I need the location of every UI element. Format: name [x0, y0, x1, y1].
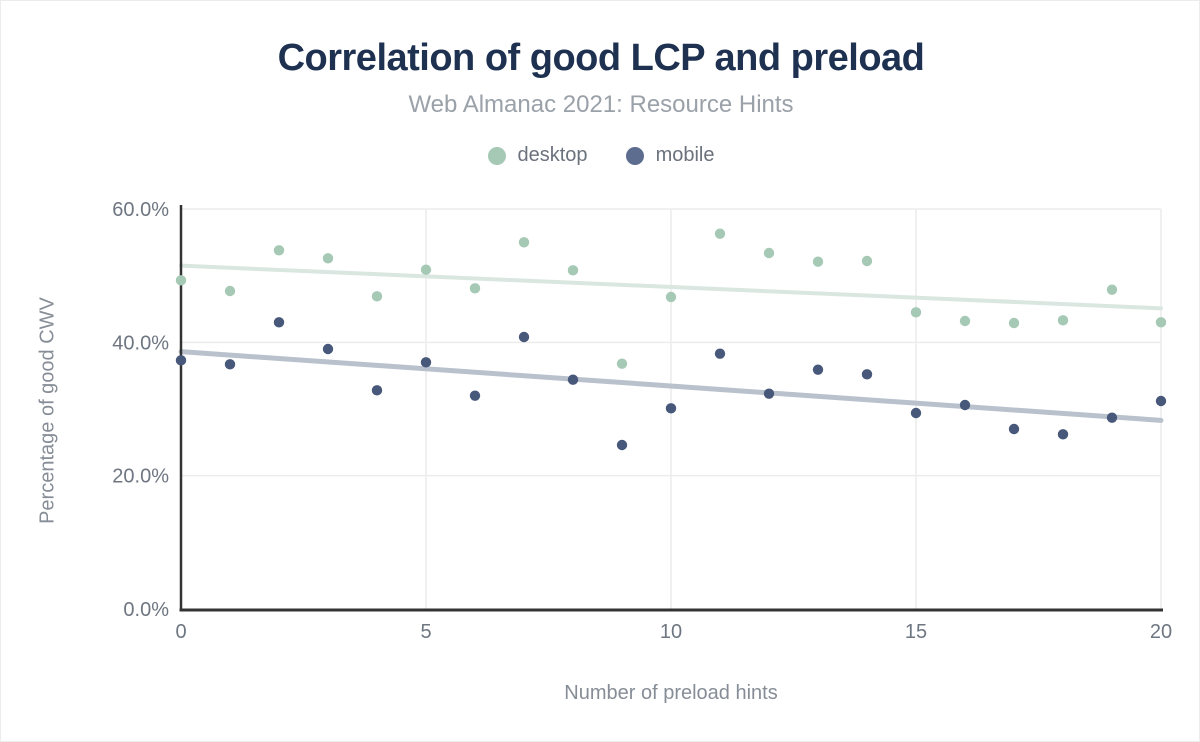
legend-label-mobile: mobile	[655, 144, 715, 166]
mobile-point[interactable]	[469, 390, 481, 401]
desktop-legend-dot-icon	[487, 146, 506, 165]
desktop-point[interactable]	[1106, 284, 1118, 295]
desktop-trend-line	[179, 263, 1163, 311]
desktop-point[interactable]	[518, 237, 530, 248]
desktop-point[interactable]	[861, 255, 873, 267]
desktop-point[interactable]	[420, 264, 432, 275]
legend-item-desktop[interactable]: desktop	[487, 144, 588, 167]
mobile-point[interactable]	[322, 343, 334, 355]
mobile-point[interactable]	[910, 407, 922, 419]
mobile-point[interactable]	[518, 331, 530, 343]
desktop-point[interactable]	[322, 253, 334, 264]
desktop-point[interactable]	[371, 291, 383, 302]
mobile-point[interactable]	[224, 359, 236, 370]
x-tick-label: 10	[660, 621, 682, 643]
mobile-point[interactable]	[616, 439, 628, 451]
legend-item-mobile[interactable]: mobile	[625, 144, 715, 167]
x-tick-label: 20	[1150, 621, 1172, 643]
mobile-point[interactable]	[959, 399, 971, 411]
desktop-point[interactable]	[714, 228, 726, 239]
mobile-point[interactable]	[1008, 423, 1020, 435]
legend-label-desktop: desktop	[517, 144, 588, 166]
desktop-point[interactable]	[175, 275, 187, 286]
y-tick-label: 40.0%	[112, 332, 169, 354]
x-tick-label: 5	[420, 621, 431, 643]
desktop-point[interactable]	[273, 245, 285, 256]
desktop-point[interactable]	[616, 358, 628, 369]
mobile-point[interactable]	[763, 388, 775, 399]
desktop-point[interactable]	[1155, 317, 1167, 328]
mobile-point[interactable]	[420, 357, 432, 368]
mobile-point[interactable]	[665, 403, 677, 414]
mobile-point[interactable]	[371, 385, 383, 396]
mobile-point[interactable]	[812, 364, 824, 375]
desktop-point[interactable]	[812, 256, 824, 267]
desktop-point[interactable]	[224, 285, 236, 297]
y-tick-label: 0.0%	[123, 599, 169, 621]
mobile-legend-dot-icon	[625, 146, 644, 165]
mobile-point[interactable]	[714, 348, 726, 359]
legend: desktop mobile	[1, 144, 1199, 167]
mobile-point[interactable]	[273, 317, 285, 328]
desktop-point[interactable]	[1008, 317, 1020, 329]
mobile-point[interactable]	[175, 355, 187, 366]
mobile-point[interactable]	[1155, 395, 1167, 407]
mobile-point[interactable]	[1106, 412, 1118, 423]
desktop-point[interactable]	[763, 247, 775, 259]
y-tick-label: 60.0%	[112, 199, 169, 221]
y-axis-title: Percentage of good CWV	[36, 297, 59, 524]
desktop-point[interactable]	[910, 307, 922, 318]
desktop-point[interactable]	[567, 265, 579, 276]
desktop-point[interactable]	[1057, 315, 1069, 326]
mobile-point[interactable]	[567, 374, 579, 385]
desktop-point[interactable]	[665, 291, 677, 303]
desktop-point[interactable]	[959, 315, 971, 327]
mobile-point[interactable]	[861, 369, 873, 380]
x-tick-label: 0	[175, 621, 186, 643]
x-tick-label: 15	[905, 621, 927, 643]
mobile-point[interactable]	[1057, 429, 1069, 440]
mobile-trend-line	[178, 349, 1164, 423]
y-tick-label: 20.0%	[112, 466, 169, 488]
desktop-point[interactable]	[469, 283, 481, 294]
x-axis-title: Number of preload hints	[564, 682, 778, 704]
chart-subtitle: Web Almanac 2021: Resource Hints	[408, 91, 794, 118]
chart-title: Correlation of good LCP and preload	[277, 37, 925, 79]
